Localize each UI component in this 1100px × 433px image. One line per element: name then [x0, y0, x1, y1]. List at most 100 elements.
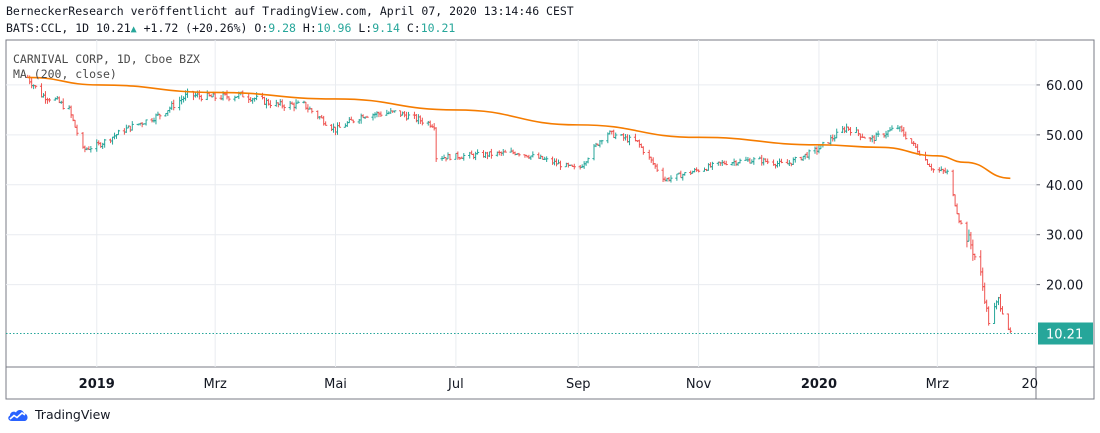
price-bar [841, 125, 845, 134]
price-bar [280, 99, 284, 109]
price-change: +1.72 (+20.26%) [143, 21, 248, 35]
price-bar [373, 112, 377, 119]
price-bar [872, 135, 876, 144]
close-value: 10.21 [420, 21, 456, 35]
price-bar [931, 168, 935, 173]
price-bar [73, 119, 77, 128]
price-bar [503, 149, 507, 153]
open-label: O: [254, 21, 269, 35]
price-bar [775, 160, 780, 168]
price-bar [474, 151, 478, 161]
price-bar [124, 124, 128, 133]
price-bar [446, 152, 450, 160]
price-bar [655, 163, 659, 172]
price-bar [379, 111, 383, 117]
price-bar [929, 163, 934, 171]
price-bar [582, 161, 586, 169]
price-bar [803, 153, 807, 160]
chart-frame [5, 39, 1095, 400]
price-bar [331, 123, 336, 133]
price-bar [345, 121, 349, 127]
price-bar [983, 282, 987, 304]
price-bar [622, 133, 626, 141]
price-bar [333, 126, 338, 136]
price-bar [848, 127, 853, 136]
price-bar [550, 156, 555, 165]
price-bar [399, 110, 403, 117]
price-bar [791, 157, 795, 165]
price-bar [181, 96, 186, 103]
price-bar [752, 157, 756, 165]
price-bar [420, 117, 424, 126]
price-bar [61, 98, 65, 110]
instrument-title: CARNIVAL CORP, 1D, Cboe BZX [13, 52, 200, 66]
price-bar [992, 302, 997, 324]
price-bar [543, 156, 547, 161]
close-label: C: [406, 21, 421, 35]
price-bar [896, 125, 900, 130]
price-bar [444, 156, 448, 162]
publisher-line: BerneckerResearch veröffentlicht auf Tra… [6, 4, 574, 18]
price-bar [47, 97, 52, 103]
price-bar [696, 169, 701, 173]
price-bar [152, 117, 156, 123]
price-bar [959, 220, 963, 225]
price-bar [683, 172, 687, 176]
price-bar [641, 146, 645, 155]
price-bar [876, 130, 880, 138]
price-bar [375, 111, 379, 118]
up-arrow-icon: ▲ [130, 24, 137, 35]
price-bar [393, 110, 397, 113]
price-bar [144, 119, 148, 126]
price-bar [614, 132, 618, 140]
price-bars [26, 74, 1012, 334]
price-bar [282, 104, 286, 111]
price-bar [296, 100, 300, 104]
price-bar [760, 154, 764, 166]
price-bar [807, 149, 811, 160]
price-bar [89, 145, 93, 153]
price-bar [347, 117, 351, 124]
y-tick-label: 20.00 [1046, 279, 1083, 294]
price-bar [971, 239, 975, 261]
symbol-name: BATS:CCL, 1D [6, 21, 90, 35]
price-bar [178, 96, 182, 111]
price-bar [870, 134, 874, 143]
price-bar [462, 153, 466, 161]
price-bar [432, 123, 436, 131]
price-bar [888, 127, 892, 132]
last-price: 10.21 [96, 21, 131, 35]
tradingview-logo[interactable]: TradingView [6, 407, 111, 422]
price-bar [973, 253, 977, 261]
price-bar [1008, 327, 1012, 334]
price-bar [335, 122, 340, 135]
tradingview-brand: TradingView [35, 407, 111, 422]
price-bar [448, 153, 452, 161]
price-bar [401, 111, 405, 116]
price-bar [868, 136, 872, 142]
price-bar [951, 169, 955, 197]
price-bar [724, 160, 728, 166]
price-bar [130, 121, 134, 131]
y-tick-label: 50.00 [1046, 129, 1083, 144]
x-tick-label: 2020 [801, 377, 837, 392]
low-label: L: [358, 21, 373, 35]
x-tick-label: Mai [324, 377, 347, 392]
x-tick-label: Nov [686, 377, 712, 392]
price-bar [185, 88, 190, 98]
price-bar [693, 167, 697, 173]
x-tick-label: Mrz [926, 377, 950, 392]
price-bar [955, 203, 959, 215]
x-tick-label: 2019 [79, 377, 115, 392]
last-price-badge [1038, 322, 1093, 345]
price-bar [365, 115, 369, 118]
price-bar [499, 151, 503, 156]
price-bar [268, 100, 273, 109]
price-bar [953, 194, 957, 207]
price-bar [262, 96, 267, 105]
price-bar [168, 106, 172, 113]
open-value: 9.28 [268, 21, 296, 35]
price-bar [292, 102, 296, 112]
high-label: H: [302, 21, 317, 35]
